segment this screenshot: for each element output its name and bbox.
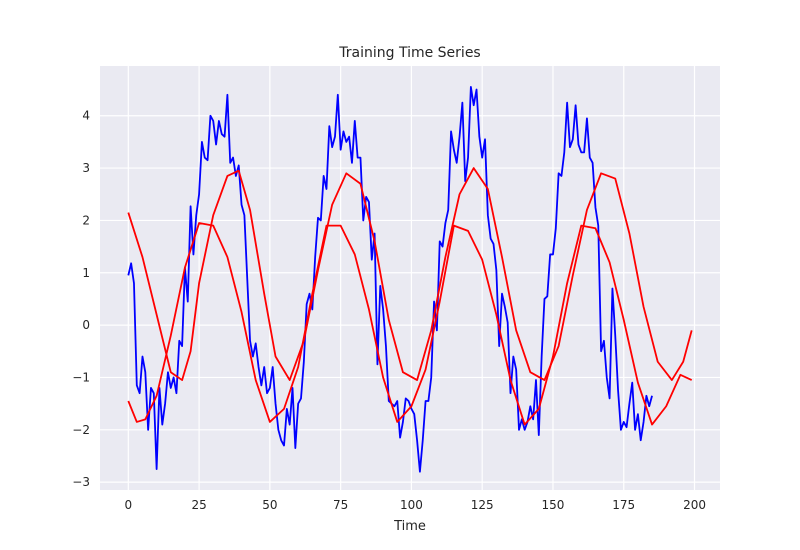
y-tick-label: 3: [82, 161, 90, 175]
y-tick-label: −1: [72, 370, 90, 384]
series-group: [127, 86, 693, 473]
plot-area: [100, 66, 720, 490]
y-tick-label: 0: [82, 318, 90, 332]
x-axis-label: Time: [393, 519, 426, 534]
grid: [100, 66, 720, 490]
x-tick-label: 25: [191, 498, 206, 512]
y-tick-label: 4: [82, 109, 90, 123]
series-line-2: [127, 167, 693, 381]
y-tick-labels: −3 −2 −1 0 1 2 3 4: [72, 109, 90, 489]
series-line-3: [127, 222, 693, 426]
y-tick-label: 1: [82, 266, 90, 280]
x-tick-label: 175: [612, 498, 635, 512]
x-tick-label: 100: [400, 498, 423, 512]
x-tick-label: 150: [542, 498, 565, 512]
y-tick-label: −3: [72, 475, 90, 489]
y-tick-label: 2: [82, 213, 90, 227]
y-tick-label: −2: [72, 423, 90, 437]
x-tick-label: 50: [262, 498, 277, 512]
x-tick-labels: 0 25 50 75 100 125 150 175 200: [124, 498, 705, 512]
chart-title: Training Time Series: [338, 45, 480, 61]
x-tick-label: 200: [683, 498, 706, 512]
x-tick-label: 75: [333, 498, 348, 512]
x-tick-label: 0: [124, 498, 132, 512]
x-tick-label: 125: [471, 498, 494, 512]
